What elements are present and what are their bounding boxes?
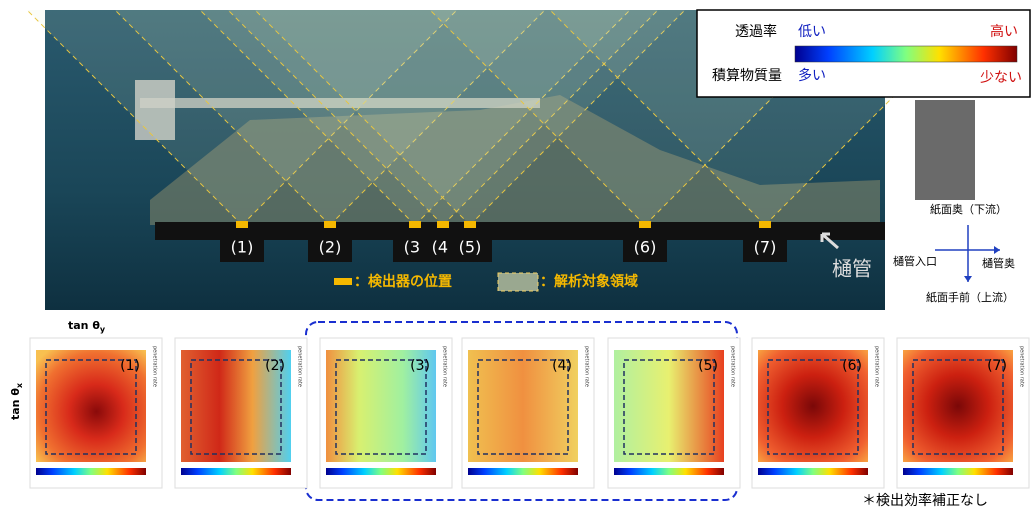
pipe-label: 樋管 bbox=[832, 257, 872, 281]
direction-compass: 紙面奥（下流） 樋管入口 樋管奥 紙面手前（上流） bbox=[893, 202, 1015, 304]
heatmap-colorbar bbox=[36, 468, 146, 475]
heatmap-colorbar bbox=[468, 468, 578, 475]
direction-inner: 樋管奥 bbox=[982, 256, 1015, 270]
heatmap-colorbar bbox=[181, 468, 291, 475]
panel-label: (2) bbox=[265, 358, 285, 374]
panel-side-label: penetration rate bbox=[442, 346, 448, 387]
detector-marker bbox=[639, 221, 651, 228]
panel-side-label: penetration rate bbox=[1019, 346, 1025, 387]
detector-label: (6) bbox=[634, 238, 657, 257]
panel-side-label: penetration rate bbox=[297, 346, 303, 387]
heatmap-colorbar bbox=[758, 468, 868, 475]
body: (1) (2) (3) (4) (5) (6) (7) 樋管 ：検出器の位置 ：解析対象領域… bbox=[0, 0, 1033, 510]
detector-marker bbox=[409, 221, 421, 228]
axis-y-theta: tan θ bbox=[68, 319, 100, 332]
panel-side-label: penetration rate bbox=[152, 346, 158, 387]
note: ＊検出効率補正なし bbox=[862, 492, 988, 509]
panel-label: (6) bbox=[842, 358, 862, 374]
axis-y-sub: y bbox=[100, 325, 106, 334]
panel-label: (3) bbox=[410, 358, 430, 374]
detector-label: (1) bbox=[231, 238, 254, 257]
legend: 透過率 低い 高い 積算物質量 多い 少ない bbox=[697, 10, 1030, 97]
legend-low: 低い bbox=[798, 24, 826, 40]
axis-y-label: tan θy bbox=[68, 319, 106, 334]
key-detector-icon bbox=[334, 278, 352, 285]
panel-label: (1) bbox=[120, 358, 140, 374]
heatmap-colorbar bbox=[614, 468, 724, 475]
detector-label: (7) bbox=[754, 238, 777, 257]
heatmap-colorbar bbox=[903, 468, 1013, 475]
heatmap-colorbar bbox=[326, 468, 436, 475]
detector-marker bbox=[236, 221, 248, 228]
legend-mass: 積算物質量 bbox=[712, 68, 782, 84]
key-region-icon bbox=[498, 273, 538, 291]
detector-marker bbox=[759, 221, 771, 228]
detector-label: (2) bbox=[319, 238, 342, 257]
detector-marker bbox=[324, 221, 336, 228]
legend-few: 少ない bbox=[980, 70, 1022, 86]
panels: (1) penetration rate (2) penetration rate (3… bbox=[30, 338, 1029, 488]
axis-x-theta: tan θ bbox=[9, 388, 22, 420]
key-region: ：解析対象領域 bbox=[540, 273, 638, 290]
legend-many: 多い bbox=[798, 67, 826, 84]
panel-side-label: penetration rate bbox=[730, 346, 736, 387]
direction-front: 紙面手前（上流） bbox=[926, 290, 1014, 304]
figure: (1) (2) (3) (4) (5) (6) (7) 樋管 ：検出器の位置 ：解析対象領域… bbox=[0, 0, 1033, 510]
direction-back: 紙面奥（下流） bbox=[930, 202, 1007, 216]
legend-colorbar bbox=[795, 46, 1017, 62]
legend-high: 高い bbox=[990, 23, 1018, 40]
axis-x-sub: x bbox=[15, 382, 24, 388]
detector-marker bbox=[464, 221, 476, 228]
panel-label: (5) bbox=[698, 358, 718, 374]
key-detector: ：検出器の位置 bbox=[354, 273, 452, 290]
panel-label: (4) bbox=[552, 358, 572, 374]
direction-entrance: 樋管入口 bbox=[893, 254, 937, 268]
page: {"legend":{"transmittance":"透過率","low":"… bbox=[0, 0, 1033, 510]
detector-marker bbox=[437, 221, 449, 228]
panel-side-label: penetration rate bbox=[584, 346, 590, 387]
panel-label: (7) bbox=[987, 358, 1007, 374]
axis-x-label: tan θx bbox=[9, 382, 24, 420]
gate bbox=[915, 100, 975, 200]
detector-label: (5) bbox=[459, 238, 482, 257]
panel-side-label: penetration rate bbox=[874, 346, 880, 387]
legend-transmittance: 透過率 bbox=[735, 23, 777, 40]
